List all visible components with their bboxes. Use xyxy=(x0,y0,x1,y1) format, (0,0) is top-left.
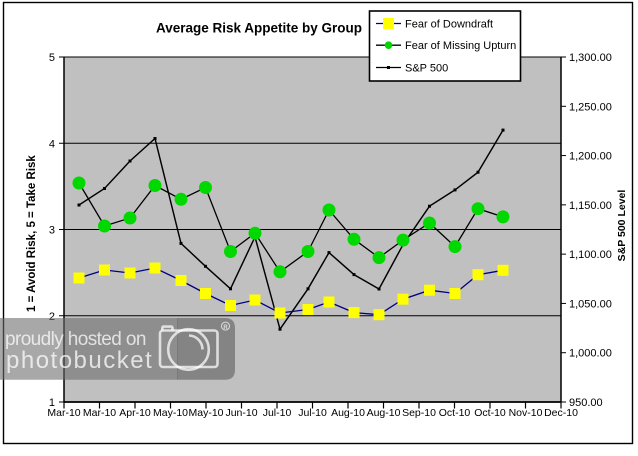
svg-text:4: 4 xyxy=(49,138,55,150)
svg-text:1,300.00: 1,300.00 xyxy=(569,52,612,64)
svg-text:Mar-10: Mar-10 xyxy=(47,407,80,419)
svg-text:2: 2 xyxy=(49,311,55,323)
svg-text:1: 1 xyxy=(49,397,55,409)
svg-text:R: R xyxy=(223,325,228,331)
svg-text:Oct-10: Oct-10 xyxy=(474,407,506,419)
svg-text:1 = Avoid Risk, 5 = Take Risk: 1 = Avoid Risk, 5 = Take Risk xyxy=(26,155,38,312)
svg-text:Oct-10: Oct-10 xyxy=(439,407,471,419)
svg-text:Apr-10: Apr-10 xyxy=(119,407,151,419)
svg-text:S&P 500: S&P 500 xyxy=(405,63,448,75)
svg-text:Fear of Downdraft: Fear of Downdraft xyxy=(405,19,493,31)
svg-text:Jul-10: Jul-10 xyxy=(298,407,327,419)
svg-text:S&P 500 Level: S&P 500 Level xyxy=(616,190,628,262)
svg-text:Fear of Missing Upturn: Fear of Missing Upturn xyxy=(405,40,516,52)
svg-text:1,050.00: 1,050.00 xyxy=(569,298,612,310)
svg-text:1,150.00: 1,150.00 xyxy=(569,200,612,212)
svg-text:proudly hosted on: proudly hosted on xyxy=(5,329,146,350)
svg-text:Jul-10: Jul-10 xyxy=(263,407,292,419)
svg-text:1,000.00: 1,000.00 xyxy=(569,348,612,360)
svg-text:Mar-10: Mar-10 xyxy=(83,407,116,419)
svg-text:May-10: May-10 xyxy=(188,407,223,419)
svg-text:Aug-10: Aug-10 xyxy=(367,407,401,419)
svg-text:1,100.00: 1,100.00 xyxy=(569,249,612,261)
svg-text:3: 3 xyxy=(49,225,55,237)
svg-text:Average Risk Appetite by Group: Average Risk Appetite by Group xyxy=(156,21,362,36)
svg-text:Sep-10: Sep-10 xyxy=(402,407,436,419)
svg-text:950.00: 950.00 xyxy=(569,397,603,409)
svg-text:May-10: May-10 xyxy=(153,407,188,419)
svg-text:5: 5 xyxy=(49,52,55,64)
svg-text:1,200.00: 1,200.00 xyxy=(569,151,612,163)
svg-text:Jun-10: Jun-10 xyxy=(225,407,257,419)
svg-text:Dec-10: Dec-10 xyxy=(544,407,578,419)
svg-text:Nov-10: Nov-10 xyxy=(509,407,543,419)
svg-text:photobucket: photobucket xyxy=(6,347,153,374)
svg-text:Aug-10: Aug-10 xyxy=(331,407,365,419)
svg-text:1,250.00: 1,250.00 xyxy=(569,101,612,113)
